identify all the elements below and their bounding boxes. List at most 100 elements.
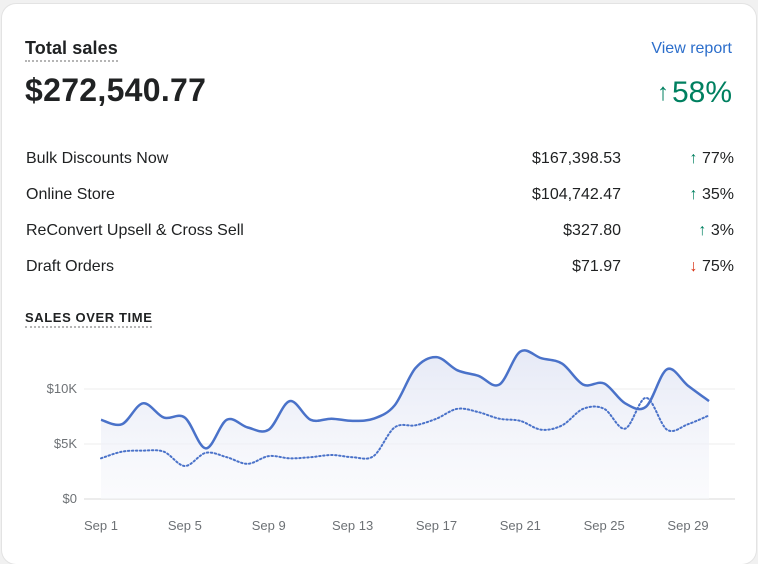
comparison-data-point[interactable] [224, 455, 229, 460]
sales-data-point[interactable] [476, 373, 481, 378]
sales-data-point[interactable] [182, 415, 187, 420]
arrow-up-icon: ↑ [689, 150, 698, 167]
comparison-data-point[interactable] [560, 423, 565, 428]
comparison-data-point[interactable] [539, 427, 544, 432]
sales-data-point[interactable] [455, 368, 460, 373]
sales-data-point[interactable] [434, 355, 439, 360]
comparison-data-point[interactable] [203, 450, 208, 455]
sales-data-point[interactable] [497, 382, 502, 387]
comparison-data-point[interactable] [623, 426, 628, 431]
comparison-data-point[interactable] [266, 454, 271, 459]
channel-change: ↓ 75% [690, 258, 734, 276]
channel-amount: $327.80 [563, 222, 621, 239]
sales-data-point[interactable] [140, 401, 145, 406]
sales-data-point[interactable] [518, 349, 523, 354]
comparison-data-point[interactable] [371, 454, 376, 459]
breakdown-row: ReConvert Upsell & Cross Sell $327.80 ↑ … [26, 216, 734, 252]
sales-data-point[interactable] [560, 361, 565, 366]
sales-data-point[interactable] [602, 381, 607, 386]
comparison-data-point[interactable] [99, 456, 104, 461]
sales-series-line[interactable] [100, 349, 710, 450]
comparison-data-point[interactable] [497, 416, 502, 421]
comparison-data-point[interactable] [455, 406, 460, 411]
comparison-data-point[interactable] [287, 456, 292, 461]
view-report-link[interactable]: View report [651, 40, 732, 57]
x-tick-label: Sep 17 [416, 518, 457, 533]
sales-breakdown-list: Bulk Discounts Now $167,398.53 ↑ 77% Onl… [26, 144, 734, 288]
sales-data-point[interactable] [266, 427, 271, 432]
sales-data-point[interactable] [623, 401, 628, 406]
sales-data-point[interactable] [581, 382, 586, 387]
channel-name: Online Store [26, 186, 115, 203]
change-percent: 35% [701, 186, 734, 203]
change-percent: 77% [701, 150, 734, 167]
comparison-data-point[interactable] [308, 455, 313, 460]
chart-section-title[interactable]: SALES OVER TIME [25, 310, 153, 328]
comparison-data-point[interactable] [119, 449, 124, 454]
channel-name: ReConvert Upsell & Cross Sell [26, 222, 244, 239]
x-tick-label: Sep 9 [252, 518, 286, 533]
sales-data-point[interactable] [644, 404, 649, 409]
sales-data-point[interactable] [329, 416, 334, 421]
channel-change: ↑ 35% [690, 186, 734, 204]
comparison-data-point[interactable] [434, 416, 439, 421]
breakdown-row: Online Store $104,742.47 ↑ 35% [26, 180, 734, 216]
breakdown-row: Draft Orders $71.97 ↓ 75% [26, 252, 734, 288]
channel-change: ↑ 77% [690, 150, 734, 168]
channel-change: ↑ 3% [698, 222, 734, 240]
comparison-data-point[interactable] [581, 406, 586, 411]
comparison-data-point[interactable] [182, 464, 187, 469]
sales-data-point[interactable] [350, 418, 355, 423]
arrow-up-icon: ↑ [656, 79, 669, 106]
x-tick-label: Sep 21 [500, 518, 541, 533]
arrow-up-icon: ↑ [698, 222, 707, 239]
comparison-data-point[interactable] [644, 395, 649, 400]
comparison-data-point[interactable] [329, 453, 334, 458]
x-tick-label: Sep 5 [168, 518, 202, 533]
card-title[interactable]: Total sales [25, 38, 118, 62]
x-tick-label: Sep 1 [84, 518, 118, 533]
growth-indicator: ↑ 58% [657, 76, 732, 110]
arrow-down-icon: ↓ [689, 258, 698, 275]
sales-data-point[interactable] [99, 417, 104, 422]
sales-data-point[interactable] [203, 446, 208, 451]
sales-data-point[interactable] [161, 415, 166, 420]
growth-percent: 58% [671, 76, 732, 109]
sales-data-point[interactable] [119, 422, 124, 427]
x-tick-label: Sep 29 [667, 518, 708, 533]
comparison-data-point[interactable] [686, 422, 691, 427]
sales-data-point[interactable] [686, 383, 691, 388]
comparison-data-point[interactable] [707, 413, 712, 418]
y-tick-label: $10K [47, 381, 78, 396]
channel-amount: $167,398.53 [532, 150, 621, 167]
sales-data-point[interactable] [224, 417, 229, 422]
sales-data-point[interactable] [245, 425, 250, 430]
sales-data-point[interactable] [308, 417, 313, 422]
y-tick-label: $5K [54, 436, 77, 451]
arrow-up-icon: ↑ [689, 186, 698, 203]
comparison-series-line[interactable] [100, 396, 710, 468]
comparison-data-point[interactable] [140, 448, 145, 453]
y-tick-label: $0 [63, 491, 77, 506]
comparison-data-point[interactable] [245, 461, 250, 466]
breakdown-row: Bulk Discounts Now $167,398.53 ↑ 77% [26, 144, 734, 180]
channel-amount: $104,742.47 [532, 186, 621, 203]
comparison-data-point[interactable] [665, 427, 670, 432]
comparison-data-point[interactable] [392, 425, 397, 430]
sales-data-point[interactable] [413, 366, 418, 371]
comparison-data-point[interactable] [518, 418, 523, 423]
x-tick-label: Sep 13 [332, 518, 373, 533]
comparison-data-point[interactable] [476, 410, 481, 415]
x-tick-label: Sep 25 [584, 518, 625, 533]
sales-data-point[interactable] [287, 399, 292, 404]
comparison-data-point[interactable] [350, 455, 355, 460]
sales-data-point[interactable] [665, 367, 670, 372]
sales-data-point[interactable] [392, 403, 397, 408]
comparison-data-point[interactable] [602, 406, 607, 411]
sales-data-point[interactable] [707, 399, 712, 404]
sales-data-point[interactable] [539, 356, 544, 361]
comparison-data-point[interactable] [413, 423, 418, 428]
sales-data-point[interactable] [371, 416, 376, 421]
sales-over-time-chart[interactable]: $0 $5K $10K Sep 1 Sep 5 Sep 9 Sep 13 Sep 17 Sep … [0, 330, 758, 546]
comparison-data-point[interactable] [161, 449, 166, 454]
